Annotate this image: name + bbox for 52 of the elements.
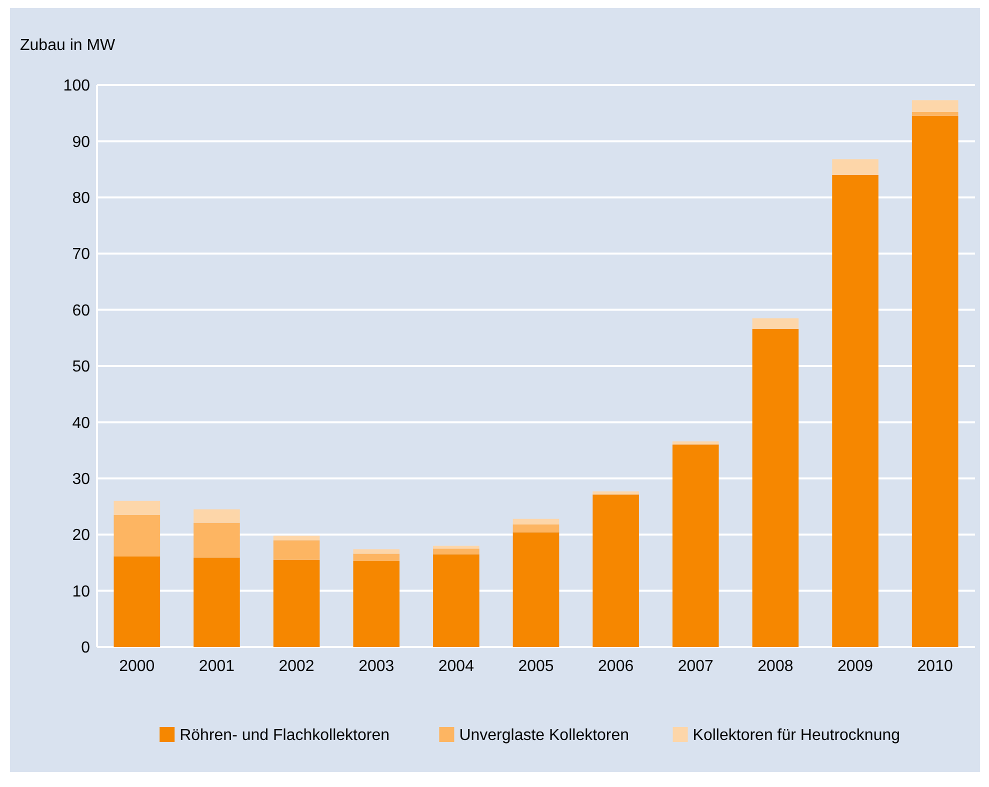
bar [912,100,958,112]
legend-label: Unverglaste Kollektoren [459,727,630,744]
y-tick-label: 40 [72,414,90,432]
bar [273,540,320,560]
bar [912,116,958,647]
y-tick-label: 0 [81,640,90,657]
bar [273,560,320,647]
x-tick-label: 2001 [198,658,235,675]
y-tick-label: 70 [72,246,90,264]
bar [114,514,160,557]
bar [752,328,799,647]
y-tick-label: 60 [72,302,90,320]
y-axis-title: Zubau in MW [20,37,116,54]
x-tick-label: 2009 [837,658,874,675]
bar [353,561,400,647]
bar [512,532,560,647]
bar [832,174,878,647]
bar [512,524,560,532]
x-tick-label: 2003 [358,658,394,675]
bar [912,112,958,116]
bar [433,554,480,647]
y-tick-label: 100 [63,78,90,95]
x-tick-label: 2004 [438,658,474,675]
bar [672,444,719,647]
bar [832,159,878,175]
x-tick-label: 2000 [119,658,155,675]
bar [752,318,799,329]
bar [353,549,400,554]
bar [194,522,240,558]
bar [194,509,240,523]
bar [592,494,639,647]
x-tick-label: 2007 [678,658,714,675]
x-tick-label: 2006 [598,658,634,675]
y-tick-label: 80 [72,190,90,207]
y-tick-label: 50 [72,358,90,376]
x-tick-label: 2008 [758,658,794,675]
y-tick-label: 20 [72,527,90,544]
bar [512,518,560,524]
bar [353,554,400,562]
bar [114,556,160,647]
x-tick-label: 2005 [518,658,554,675]
y-tick-label: 30 [72,471,90,488]
bar [114,500,160,515]
bar [433,548,480,554]
x-tick-label: 2010 [917,658,953,675]
legend-label: Kollektoren für Heutrocknung [692,727,900,744]
legend-label: Röhren- und Flachkollektoren [180,727,390,744]
x-tick-label: 2002 [278,658,314,675]
y-tick-label: 10 [72,583,90,600]
y-tick-label: 90 [72,134,90,151]
bar [273,536,320,540]
bar [194,558,240,647]
